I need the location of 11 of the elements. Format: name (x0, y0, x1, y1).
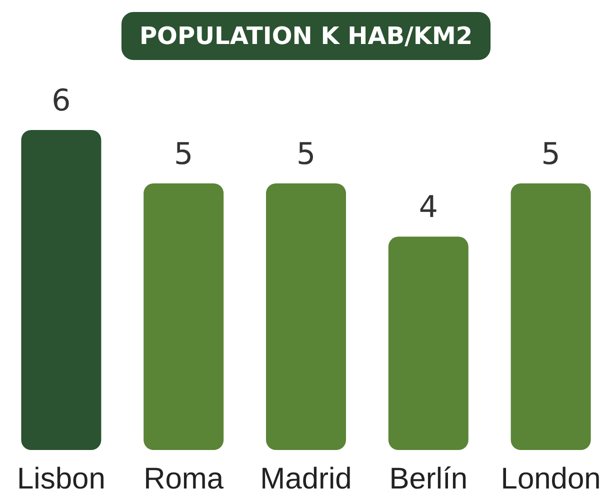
x-tick-label: Lisbon (16, 462, 106, 496)
data-label: 5 (296, 136, 316, 172)
data-label: 5 (174, 136, 194, 172)
data-label: 6 (52, 84, 71, 118)
x-tick-label: Roma (144, 462, 224, 496)
x-tick-label: Madrid (260, 462, 352, 496)
x-tick-label: London (500, 462, 601, 496)
chart-title: POPULATION K HAB/KM2 (139, 22, 473, 50)
x-tick-label: Berlín (389, 462, 468, 496)
data-label: 5 (541, 136, 560, 172)
data-label: 4 (418, 190, 438, 226)
